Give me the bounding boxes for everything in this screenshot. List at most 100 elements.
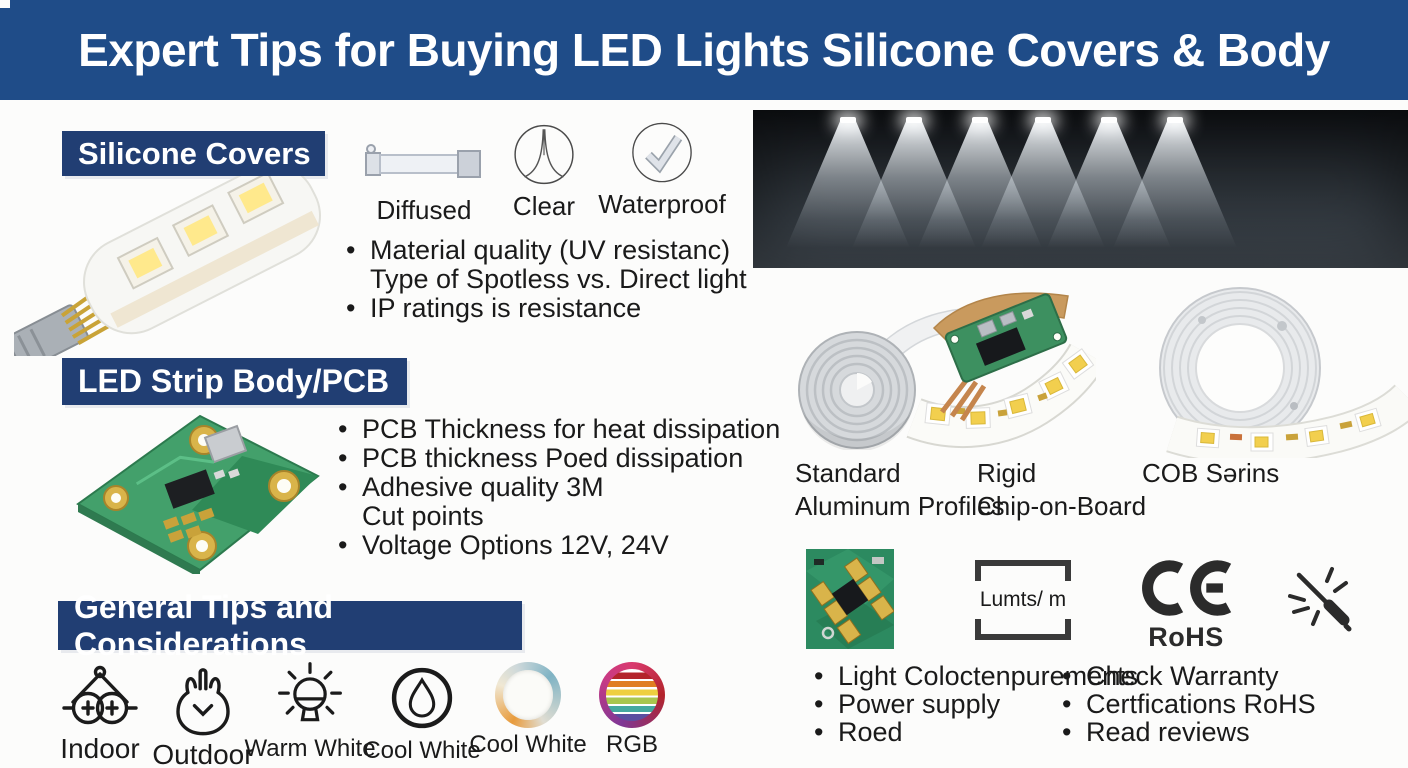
cover-type-label: Clear <box>512 191 576 221</box>
silicone-bullet-list: Material quality (UV resistanc) Type of … <box>346 236 747 323</box>
option-label: Warm White <box>244 735 376 762</box>
cover-type-waterproof: Waterproof <box>598 120 726 220</box>
bullet-dot <box>338 444 362 473</box>
install-tool-icon <box>1288 567 1352 632</box>
option-outdoor: Outdoor <box>150 666 256 768</box>
list-item: Cut points <box>338 502 780 531</box>
option-rgb: RGB <box>588 662 676 759</box>
cover-type-clear: Clear <box>498 122 590 222</box>
bullet-dot <box>1062 718 1086 746</box>
product-label-line2: Aluminum Profiles <box>795 491 1005 521</box>
pcb-board-image <box>76 414 320 574</box>
section-title-general-tips: General Tips and Considerations <box>58 589 522 662</box>
silicone-cover-strip-image <box>14 176 321 356</box>
list-item: Adhesive quality 3M <box>338 473 780 502</box>
list-item: Check Warranty <box>1062 662 1316 690</box>
lumens-label: Lumts/ m <box>979 588 1067 611</box>
bullet-dot <box>338 473 362 502</box>
lamp-dot <box>1035 117 1051 123</box>
list-item: Roed <box>814 718 1138 746</box>
product-label-line1: COB Sərins <box>1142 458 1280 488</box>
option-label: Indoor <box>60 733 140 764</box>
section-title-text: Silicone Covers <box>78 135 311 171</box>
section-title-text: General Tips and Considerations <box>74 588 334 662</box>
option-label: Cool White <box>363 737 481 764</box>
list-item: PCB thickness Poed dissipation <box>338 444 780 473</box>
lamp-dot <box>906 117 922 123</box>
product-label-rigid-cob: Rigid Chip-on-Board <box>977 457 1146 523</box>
bullet-dot <box>346 236 370 265</box>
bullet-dot <box>814 718 838 746</box>
cover-type-label: Diffused <box>376 195 472 225</box>
bullet-text: Light Coloctenpurements <box>838 661 1139 691</box>
option-label: RGB <box>605 731 658 758</box>
bullet-text: Check Warranty <box>1086 661 1279 691</box>
product-label-line1: Rigid <box>977 458 1037 488</box>
lamp-dot <box>1167 117 1183 123</box>
cover-type-diffused: Diffused <box>356 126 492 226</box>
section-title-text: LED Strip Body/PCB <box>78 363 390 399</box>
bullet-text: Roed <box>838 717 903 747</box>
pcb-closeup-thumbnail <box>806 549 894 649</box>
bullet-dot <box>1062 690 1086 718</box>
option-cool-white-drop: Cool White <box>363 662 481 765</box>
indoor-icon <box>62 665 138 725</box>
page-title: Expert Tips for Buying LED Lights Silico… <box>78 24 1330 76</box>
bullet-dot <box>346 294 370 323</box>
cover-type-label: Waterproof <box>598 189 726 219</box>
cool-white-droplet-icon <box>391 667 453 729</box>
bullet-dot <box>814 662 838 690</box>
cob-strip-roll-image <box>1159 287 1408 458</box>
list-item: Light Coloctenpurements <box>814 662 1138 690</box>
option-cool-white-ring: Cool White <box>469 662 587 759</box>
rgb-stripes-icon <box>599 662 665 728</box>
list-item: PCB Thickness for heat dissipation <box>338 415 780 444</box>
product-label-line2: Chip-on-Board <box>977 491 1147 521</box>
bracket-bottom <box>975 619 1071 640</box>
bullet-text: Type of Spotless vs. Direct light <box>370 264 747 294</box>
warm-white-bulb-icon <box>278 662 342 722</box>
lamp-dot <box>1101 117 1117 123</box>
rgb-inner <box>606 669 658 721</box>
bullet-dot <box>814 690 838 718</box>
bullet-text: Voltage Options 12V, 24V <box>362 530 669 560</box>
ce-mark-icon <box>1142 560 1232 616</box>
ce-rohs-mark: RoHS <box>1136 560 1236 653</box>
bracket-top <box>975 560 1071 581</box>
bullet-text: Material quality (UV resistanc) <box>370 235 731 265</box>
bullet-dot <box>338 415 362 444</box>
bullet-text: Certfications RoHS <box>1086 689 1316 719</box>
list-item: Certfications RoHS <box>1062 690 1316 718</box>
option-indoor: Indoor <box>52 664 148 765</box>
bullet-text: Adhesive quality 3M <box>362 472 604 502</box>
product-label-standard-aluminum: Standard Aluminum Profiles <box>795 457 1005 523</box>
buying-bullet-list: Light Coloctenpurements Power supply Roe… <box>814 662 1138 746</box>
list-item: Material quality (UV resistanc) <box>346 236 747 265</box>
clear-lens-icon <box>514 124 574 185</box>
pcb-bullet-list: PCB Thickness for heat dissipation PCB t… <box>338 415 780 560</box>
led-downlights-photo <box>753 110 1408 268</box>
option-warm-white: Warm White <box>244 660 376 763</box>
bullet-text: IP ratings is resistance <box>370 293 642 323</box>
ring-inner <box>503 670 553 720</box>
cool-white-ring-icon <box>495 662 561 728</box>
bullet-text: PCB Thickness for heat dissipation <box>362 414 781 444</box>
lamp-dot <box>840 117 856 123</box>
diffused-tube-icon <box>365 144 481 178</box>
corner-notch <box>0 0 10 8</box>
lumens-per-meter-box: Lumts/ m <box>975 560 1071 640</box>
rohs-label: RoHS <box>1148 622 1224 652</box>
product-label-cob-strip: COB Sərins <box>1142 457 1279 490</box>
bullet-text: Read reviews <box>1086 717 1250 747</box>
section-title-silicone-covers: Silicone Covers <box>62 131 325 176</box>
product-label-line1: Standard <box>795 458 901 488</box>
bullet-dot <box>338 531 362 560</box>
bullet-text: Cut points <box>362 501 484 531</box>
waterproof-check-icon <box>632 122 692 183</box>
rigid-chip-on-board-image <box>906 292 1096 448</box>
trust-bullet-list: Check Warranty Certfications RoHS Read r… <box>1062 662 1316 746</box>
bullet-text: Power supply <box>838 689 1001 719</box>
section-title-led-strip-body: LED Strip Body/PCB <box>62 358 407 405</box>
list-item: IP ratings is resistance <box>346 294 747 323</box>
